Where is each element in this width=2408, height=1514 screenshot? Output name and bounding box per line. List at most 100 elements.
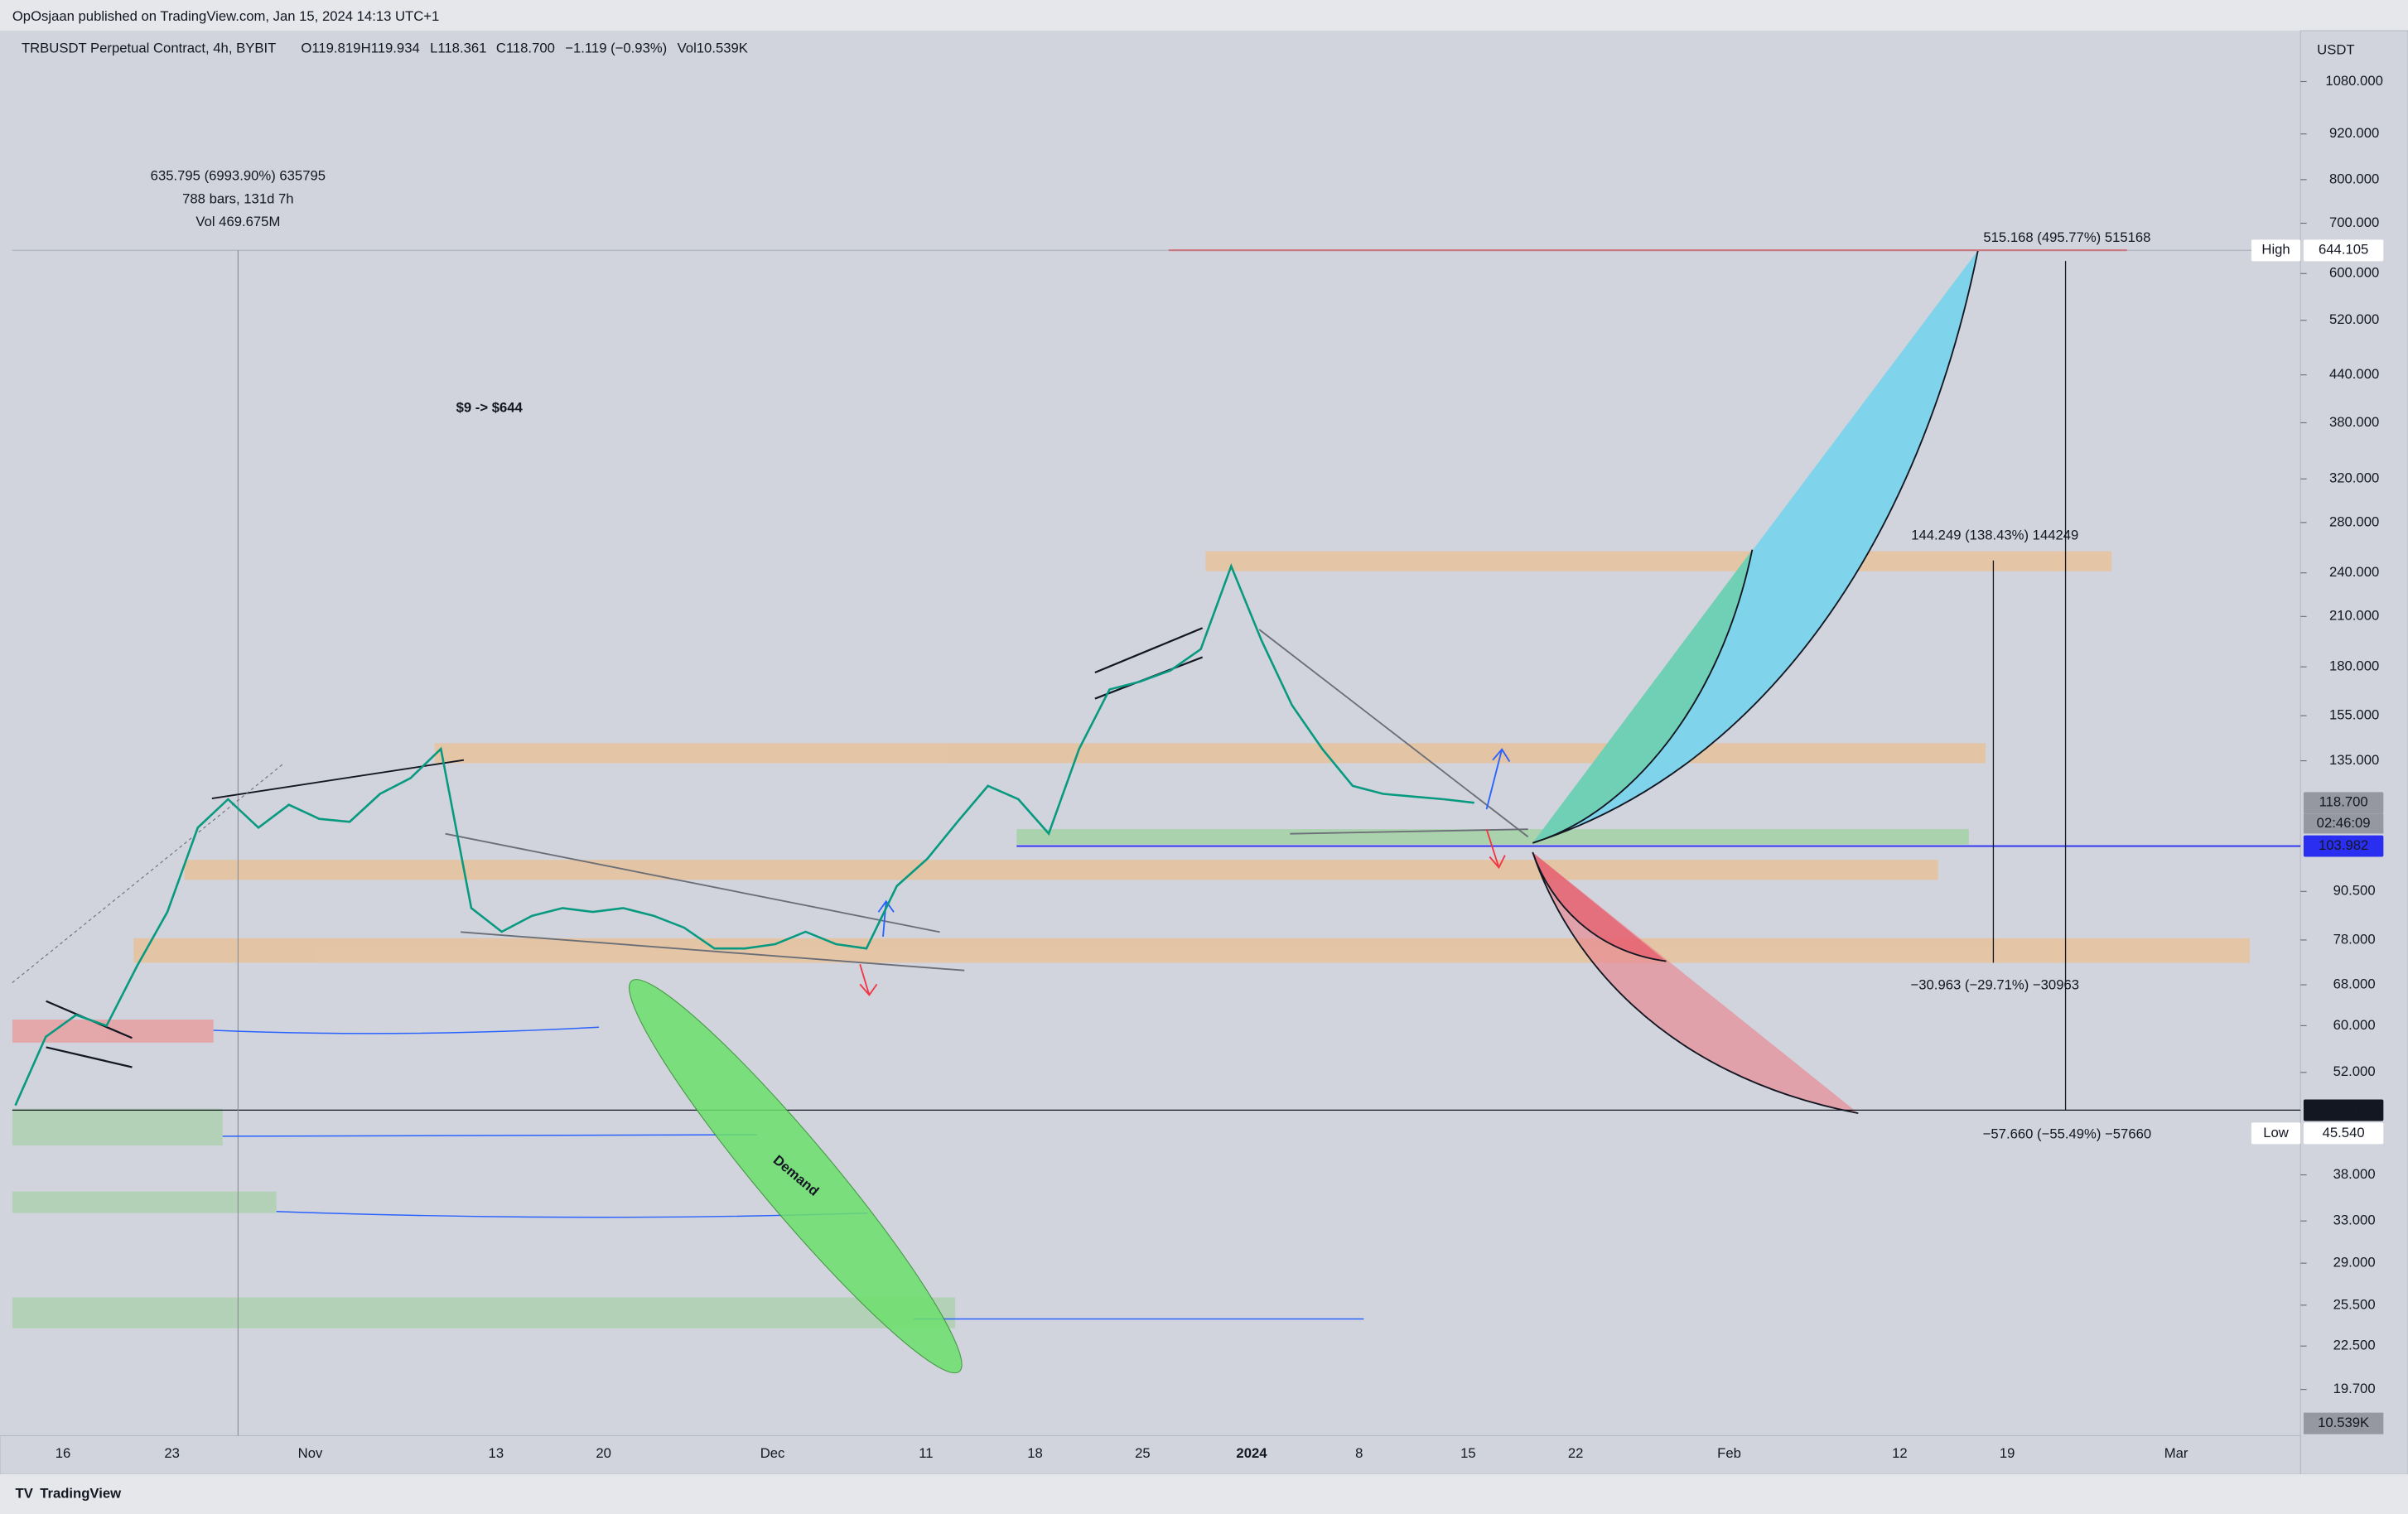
- flag-line: [46, 1046, 133, 1068]
- supply-zone: [133, 938, 2251, 963]
- bull-projection: [1532, 250, 1978, 843]
- ohlc-open: O119.819: [301, 41, 360, 56]
- price-tag-label: 118.700: [2319, 794, 2368, 810]
- demand-zone: [12, 1108, 223, 1146]
- countdown-box: [2303, 813, 2384, 834]
- zones: [12, 551, 2251, 1328]
- volume-tag: [2303, 1412, 2384, 1434]
- y-tick-label: 29.000: [2333, 1255, 2376, 1271]
- y-tick-label: 52.000: [2333, 1063, 2376, 1079]
- x-tick-label: 19: [2000, 1445, 2015, 1461]
- flag-line: [1094, 627, 1204, 674]
- y-tick-label: 320.000: [2329, 470, 2379, 486]
- supply-zone: [434, 743, 1986, 764]
- x-tick-label: 18: [1027, 1445, 1043, 1461]
- resistance-zone: [12, 1020, 214, 1043]
- demand-ellipse: [629, 979, 963, 1374]
- price-tag-label: 103.982: [2319, 837, 2368, 853]
- y-tick-label: 19.700: [2333, 1381, 2376, 1396]
- x-tick-label: 20: [596, 1445, 611, 1461]
- range-label: 635.795 (6993.90%) 635795: [151, 168, 326, 184]
- price-tag-label: 46.310: [2323, 1102, 2365, 1117]
- price-tag: [2303, 1122, 2384, 1145]
- demand-zone: [12, 1191, 277, 1213]
- y-tick-label: 210.000: [2329, 608, 2379, 624]
- price-tag-caption: Low: [2263, 1125, 2290, 1140]
- price-tag: [2303, 835, 2384, 857]
- range-label: 788 bars, 131d 7h: [182, 190, 293, 206]
- y-tick-label: 78.000: [2333, 931, 2376, 947]
- footer-logo: TV: [16, 1485, 33, 1501]
- measure-label: 515.168 (495.77%) 515168: [1983, 229, 2150, 245]
- y-tick-label: 135.000: [2329, 752, 2379, 768]
- x-tick-label: 11: [919, 1445, 933, 1461]
- x-tick-label: 2024: [1236, 1445, 1267, 1461]
- countdown: 02:46:09: [2317, 815, 2371, 831]
- y-tick-label: 700.000: [2329, 215, 2379, 230]
- price-tag-caption-box: [2251, 239, 2301, 262]
- y-tick-label: 33.000: [2333, 1213, 2376, 1228]
- currency: USDT: [2317, 42, 2354, 58]
- ohlc-volume: Vol10.539K: [678, 41, 748, 56]
- breakdown-arrow: [859, 964, 878, 996]
- x-tick-label: 22: [1568, 1445, 1584, 1461]
- ohlc-close: C118.700: [496, 41, 555, 56]
- x-tick-label: 23: [164, 1445, 180, 1461]
- range-label: Vol 469.675M: [195, 214, 280, 229]
- ohlc-change: −1.119 (−0.93%): [565, 41, 667, 56]
- bear-projection: [1532, 851, 1667, 962]
- breakout-arrow: [1485, 748, 1511, 810]
- footer-bar: [0, 1473, 2408, 1514]
- x-tick-label: 25: [1135, 1445, 1151, 1461]
- y-tick-label: 920.000: [2329, 125, 2379, 141]
- demand-zone: [12, 1297, 956, 1328]
- price-line: [14, 562, 1474, 1107]
- price-axis: [2299, 30, 2408, 1475]
- channel-line: [445, 832, 940, 933]
- price-tag: [2303, 1099, 2384, 1121]
- x-tick-label: Dec: [760, 1445, 785, 1461]
- supply-zone: [1205, 551, 2112, 571]
- y-tick-label: 1080.000: [2325, 73, 2383, 89]
- measure-label: −30.963 (−29.71%) −30963: [1911, 977, 2079, 993]
- y-tick-label: 440.000: [2329, 366, 2379, 382]
- price-tag-label: 45.540: [2323, 1125, 2365, 1140]
- projection-curve: [1532, 250, 1979, 844]
- price-tag: [2303, 239, 2384, 262]
- y-tick-label: 155.000: [2329, 707, 2379, 723]
- demand-zone: [1016, 829, 1969, 845]
- y-tick-label: 240.000: [2329, 564, 2379, 580]
- y-tick-label: 380.000: [2329, 414, 2379, 430]
- arrow-line: [213, 1026, 600, 1034]
- price-tag: [2303, 792, 2384, 814]
- price-tag-caption: High: [2261, 242, 2290, 258]
- supply-zone: [184, 860, 1938, 880]
- ohlc-low: L118.361: [430, 41, 486, 56]
- y-tick-label: 25.500: [2333, 1296, 2376, 1312]
- arrow-line: [222, 1134, 758, 1137]
- bull-projection: [1532, 549, 1753, 843]
- ohlc-high: H119.934: [361, 41, 420, 56]
- x-tick-label: 8: [1355, 1445, 1363, 1461]
- headline: $9 -> $644: [456, 400, 524, 416]
- guide-line: [12, 762, 285, 983]
- measure-label: 144.249 (138.43%) 144249: [1911, 527, 2078, 542]
- publisher: OpOsjaan published on TradingView.com, J…: [12, 8, 439, 24]
- x-tick-label: Mar: [2164, 1445, 2188, 1461]
- x-tick-label: 12: [1892, 1445, 1908, 1461]
- y-tick-label: 22.500: [2333, 1338, 2376, 1353]
- y-tick-label: 600.000: [2329, 265, 2379, 281]
- price-tag-label: 644.105: [2319, 242, 2368, 258]
- measure-label: −57.660 (−55.49%) −57660: [1983, 1126, 2151, 1141]
- y-tick-label: 90.500: [2333, 883, 2376, 899]
- y-tick-label: 38.000: [2333, 1166, 2376, 1182]
- projection-curve: [1532, 851, 1859, 1115]
- wedge-line: [1290, 828, 1528, 835]
- channel-line: [461, 931, 965, 972]
- y-tick-label: 60.000: [2333, 1017, 2376, 1033]
- y-tick-label: 800.000: [2329, 171, 2379, 186]
- price-tag-caption-box: [2251, 1122, 2301, 1145]
- wedge-line: [1258, 629, 1529, 838]
- y-tick-label: 68.000: [2333, 976, 2376, 991]
